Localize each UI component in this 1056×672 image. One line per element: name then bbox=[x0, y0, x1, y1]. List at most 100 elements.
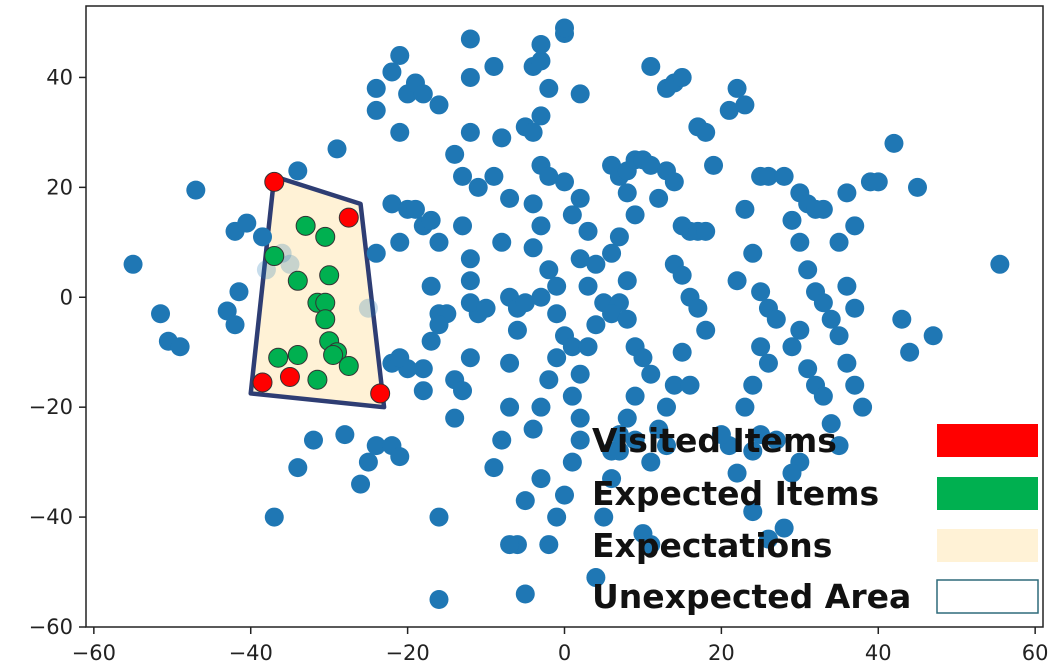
item-point bbox=[507, 320, 527, 340]
item-point bbox=[382, 194, 402, 214]
item-point bbox=[892, 309, 912, 329]
item-point bbox=[288, 161, 308, 181]
item-point bbox=[711, 425, 731, 445]
item-point bbox=[625, 430, 645, 450]
item-point bbox=[586, 568, 606, 588]
item-point bbox=[696, 320, 716, 340]
item-point bbox=[602, 469, 622, 489]
item-point bbox=[782, 337, 802, 357]
x-tick-label: 60 bbox=[1022, 641, 1049, 665]
item-point bbox=[578, 221, 598, 241]
item-point bbox=[413, 359, 433, 379]
item-point bbox=[656, 436, 676, 456]
item-point bbox=[531, 469, 551, 489]
item-point bbox=[688, 298, 708, 318]
item-point bbox=[641, 452, 661, 472]
item-point bbox=[829, 326, 849, 346]
item-point bbox=[656, 397, 676, 417]
item-point bbox=[453, 381, 473, 401]
item-point bbox=[429, 507, 449, 527]
item-point bbox=[594, 507, 614, 527]
item-point bbox=[766, 309, 786, 329]
item-point bbox=[492, 430, 512, 450]
item-point bbox=[429, 590, 449, 610]
item-point bbox=[609, 227, 629, 247]
expected-item-point bbox=[315, 309, 336, 330]
item-point bbox=[515, 491, 535, 511]
expected-item-point bbox=[268, 347, 289, 368]
item-point bbox=[335, 425, 355, 445]
y-tick-label: 20 bbox=[46, 175, 73, 199]
item-point bbox=[390, 348, 410, 368]
item-point bbox=[562, 386, 582, 406]
item-point bbox=[500, 397, 520, 417]
item-point bbox=[790, 232, 810, 252]
item-point bbox=[484, 458, 504, 478]
item-point bbox=[900, 342, 920, 362]
item-point bbox=[696, 122, 716, 142]
item-point bbox=[672, 216, 692, 236]
item-point bbox=[609, 425, 629, 445]
item-point bbox=[151, 304, 171, 324]
item-point bbox=[252, 227, 272, 247]
item-point bbox=[837, 353, 857, 373]
item-point bbox=[382, 62, 402, 82]
item-point bbox=[672, 67, 692, 87]
item-point bbox=[602, 243, 622, 263]
item-point bbox=[217, 301, 237, 321]
item-point bbox=[429, 315, 449, 335]
item-point bbox=[555, 172, 574, 192]
item-point bbox=[798, 359, 818, 379]
item-point bbox=[123, 254, 143, 274]
item-point bbox=[445, 408, 465, 428]
item-point bbox=[602, 304, 622, 324]
item-point bbox=[186, 180, 206, 200]
item-point bbox=[649, 188, 669, 208]
item-point bbox=[853, 397, 873, 417]
item-point bbox=[664, 375, 684, 395]
item-point bbox=[531, 216, 551, 236]
legend-label-visited-items: Visited Items bbox=[592, 421, 837, 460]
x-tick-label: −60 bbox=[72, 641, 116, 665]
y-tick-label: −40 bbox=[29, 505, 73, 529]
x-tick-label: −20 bbox=[385, 641, 429, 665]
expected-item-point bbox=[319, 265, 340, 286]
item-point bbox=[366, 100, 386, 120]
item-point bbox=[617, 183, 637, 203]
item-point bbox=[813, 293, 833, 313]
x-tick-label: 0 bbox=[558, 641, 571, 665]
item-point bbox=[539, 370, 559, 390]
item-point bbox=[782, 463, 802, 483]
item-point bbox=[602, 441, 622, 461]
item-point bbox=[500, 188, 520, 208]
item-point bbox=[672, 342, 692, 362]
item-point bbox=[719, 100, 739, 120]
item-point bbox=[586, 315, 606, 335]
item-point bbox=[570, 188, 590, 208]
item-point bbox=[766, 430, 786, 450]
item-point bbox=[288, 458, 308, 478]
item-point bbox=[845, 298, 865, 318]
item-point bbox=[758, 353, 778, 373]
legend-swatch-expected-items bbox=[937, 477, 1038, 510]
expected-item-point bbox=[323, 344, 344, 365]
item-point bbox=[617, 271, 637, 291]
item-point bbox=[303, 430, 323, 450]
expected-item-point bbox=[287, 270, 308, 291]
item-point bbox=[476, 298, 496, 318]
visited-item-point bbox=[370, 383, 391, 404]
item-point bbox=[562, 452, 582, 472]
legend-swatch-expectations bbox=[937, 529, 1038, 562]
item-point bbox=[845, 375, 865, 395]
item-point bbox=[586, 254, 606, 274]
item-point bbox=[555, 485, 574, 505]
item-point bbox=[578, 337, 598, 357]
item-point bbox=[743, 375, 763, 395]
item-point bbox=[453, 166, 473, 186]
item-point bbox=[531, 106, 551, 126]
item-point bbox=[225, 315, 245, 335]
item-point bbox=[492, 128, 512, 148]
item-point bbox=[641, 155, 661, 175]
item-point bbox=[523, 419, 543, 439]
